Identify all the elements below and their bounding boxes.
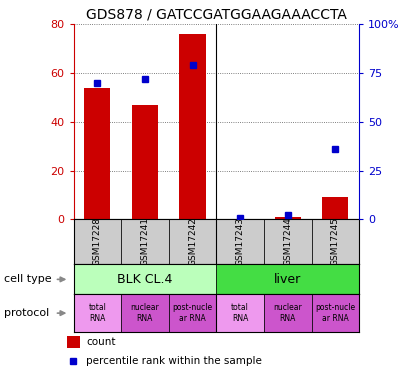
Bar	[179, 34, 206, 219]
Text: nuclear
RNA: nuclear RNA	[131, 303, 159, 323]
Text: total
RNA: total RNA	[231, 303, 249, 323]
Text: GSM17241: GSM17241	[140, 217, 150, 266]
Text: count: count	[86, 337, 116, 347]
Text: cell type: cell type	[4, 274, 52, 284]
Bar	[169, 294, 216, 332]
Text: GSM17242: GSM17242	[188, 217, 197, 266]
Bar	[275, 217, 301, 219]
Text: protocol: protocol	[4, 308, 50, 318]
Bar	[74, 264, 216, 294]
Bar	[322, 197, 349, 219]
Text: post-nucle
ar RNA: post-nucle ar RNA	[173, 303, 213, 323]
Bar	[264, 219, 312, 264]
Bar	[312, 294, 359, 332]
Bar	[169, 219, 216, 264]
Bar	[74, 219, 121, 264]
Text: GSM17228: GSM17228	[93, 217, 102, 266]
Text: BLK CL.4: BLK CL.4	[117, 273, 173, 286]
Title: GDS878 / GATCCGATGGAAGAAACCTA: GDS878 / GATCCGATGGAAGAAACCTA	[86, 8, 347, 22]
Text: GSM17243: GSM17243	[236, 217, 244, 266]
Text: nuclear
RNA: nuclear RNA	[273, 303, 302, 323]
Text: GSM17244: GSM17244	[283, 217, 292, 266]
Text: percentile rank within the sample: percentile rank within the sample	[86, 356, 262, 366]
Bar	[132, 105, 158, 219]
Bar	[67, 336, 80, 348]
Bar	[264, 294, 312, 332]
Bar	[74, 294, 121, 332]
Text: total
RNA: total RNA	[88, 303, 106, 323]
Bar	[84, 88, 110, 219]
Bar	[312, 219, 359, 264]
Bar	[216, 294, 264, 332]
Bar	[216, 264, 359, 294]
Text: post-nucle
ar RNA: post-nucle ar RNA	[315, 303, 355, 323]
Text: liver: liver	[274, 273, 301, 286]
Text: GSM17245: GSM17245	[331, 217, 340, 266]
Bar	[121, 294, 169, 332]
Bar	[121, 219, 169, 264]
Bar	[216, 219, 264, 264]
